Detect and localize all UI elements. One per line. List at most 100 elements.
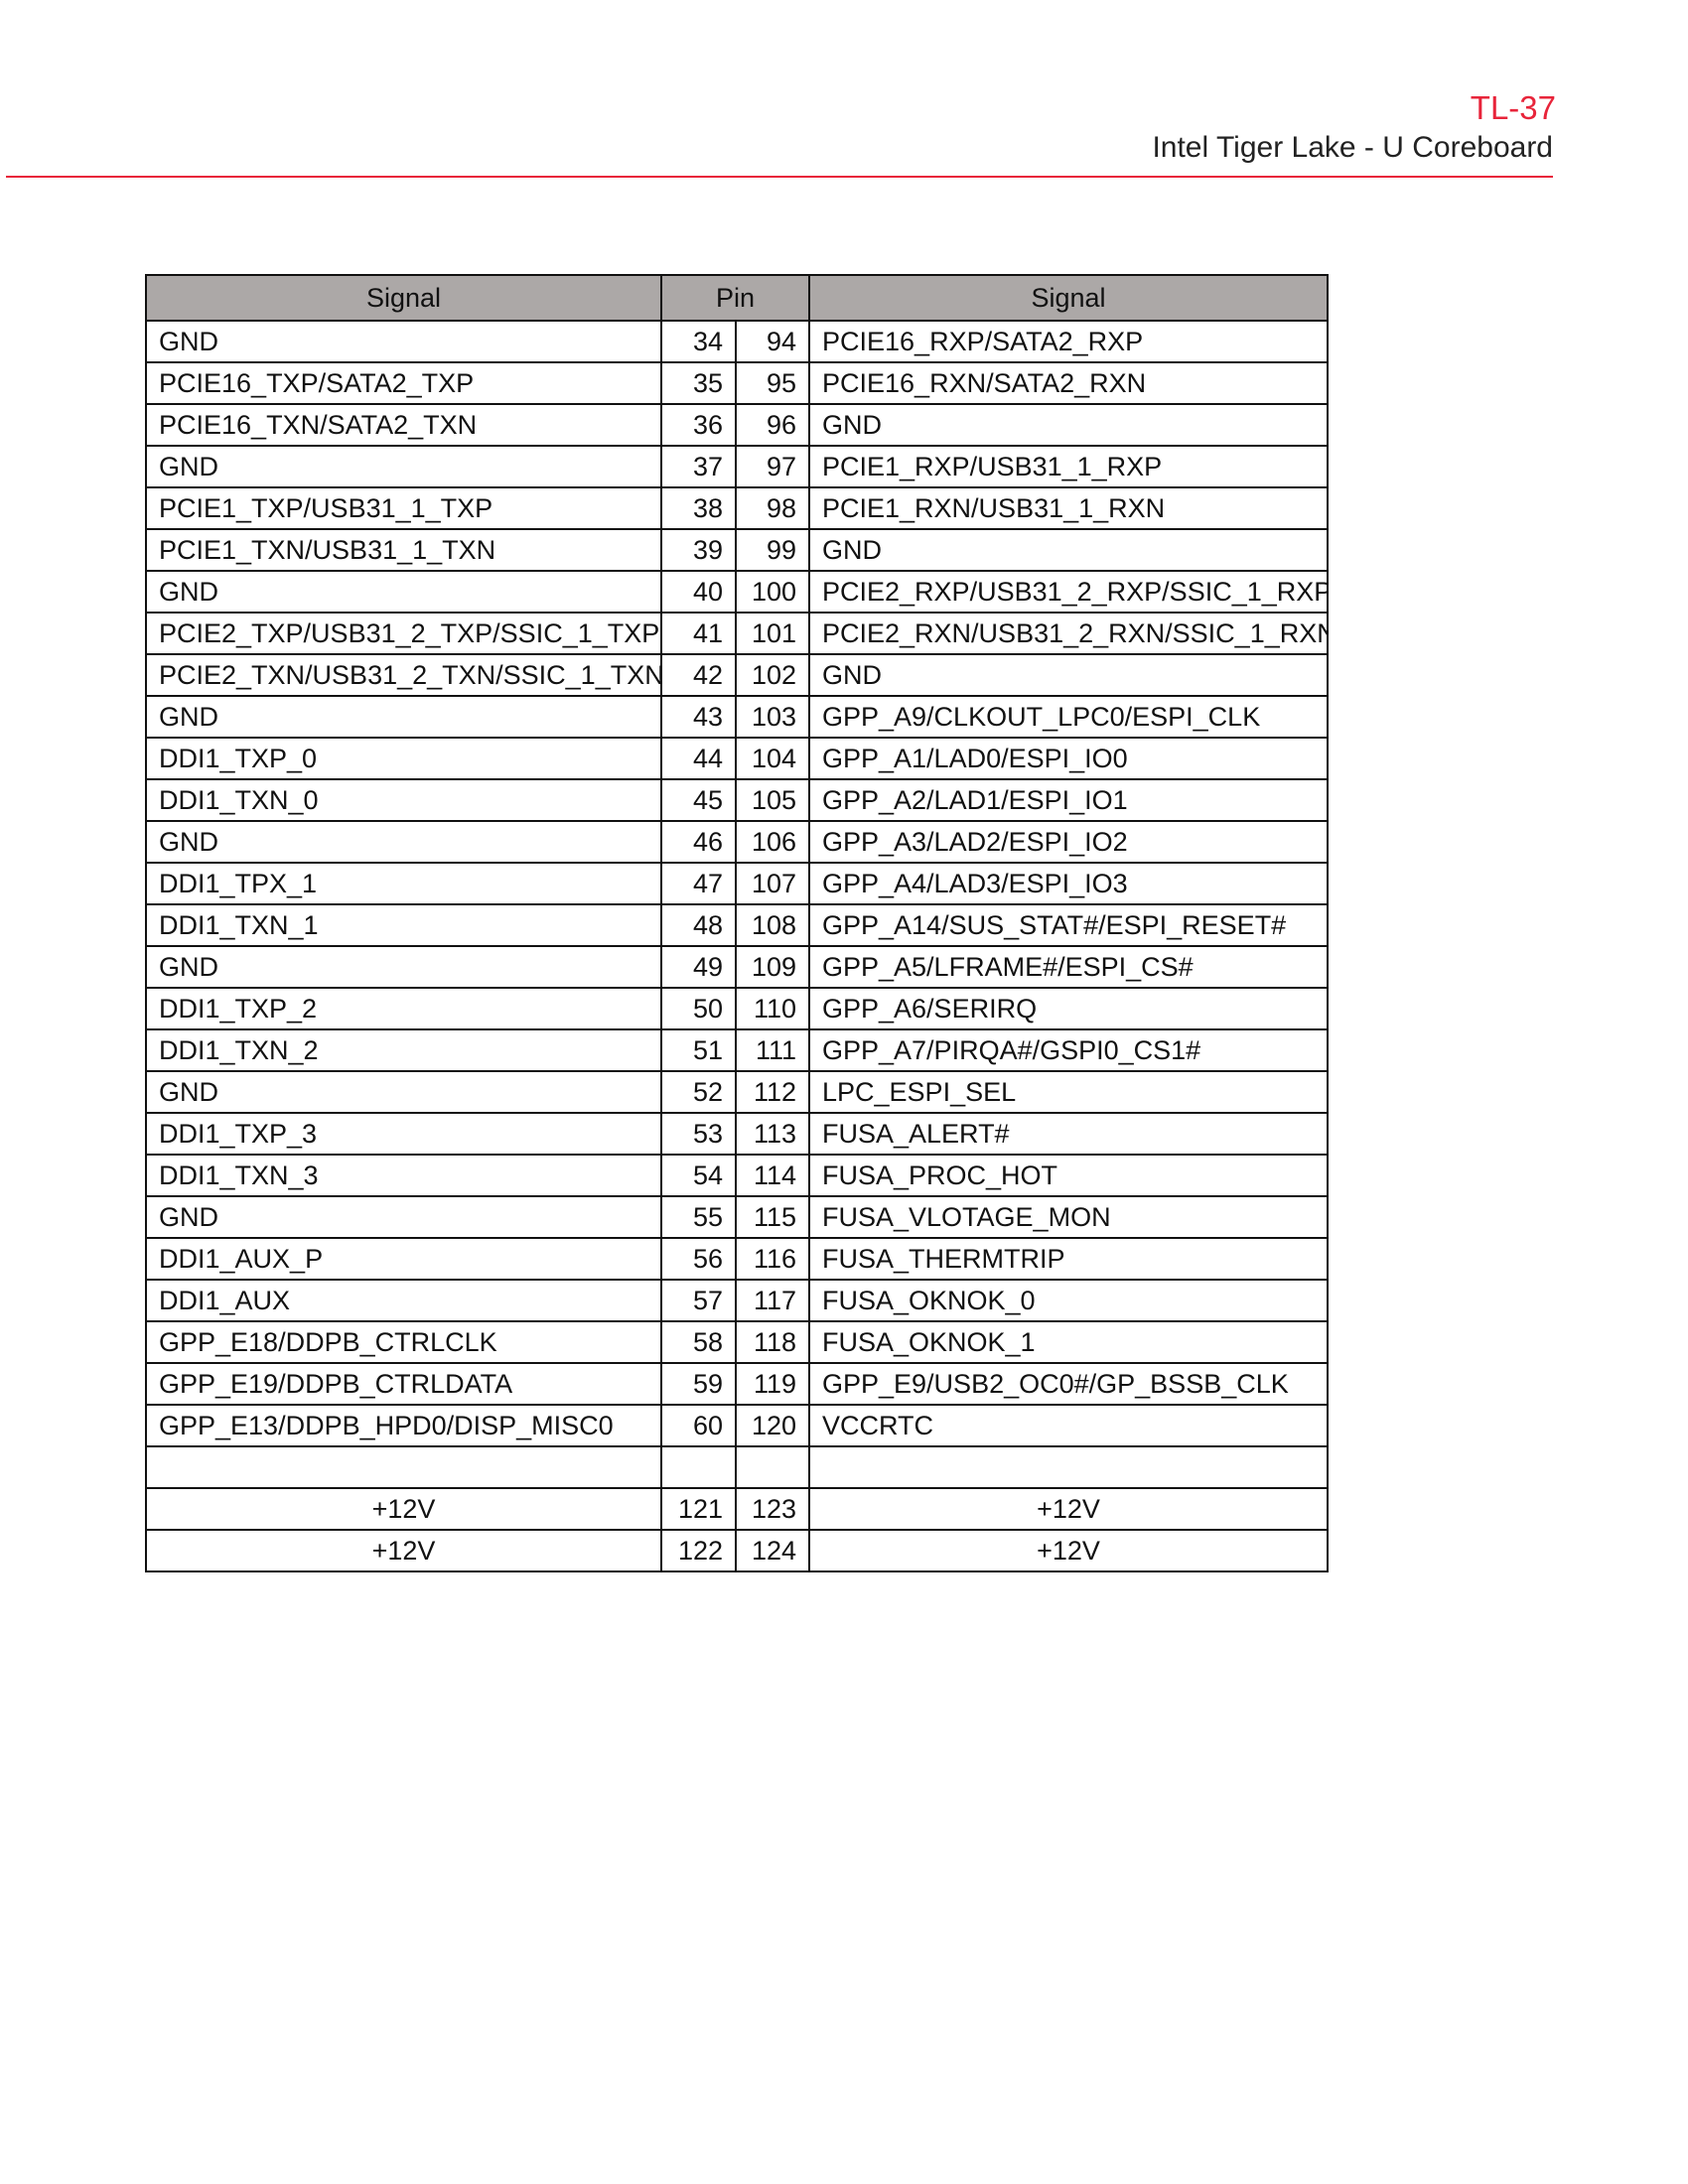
pin-a-cell: 44 (660, 737, 737, 780)
pin-a-cell: 56 (660, 1237, 737, 1281)
pin-a-cell: 38 (660, 486, 737, 530)
signal-left-cell: DDI1_TXN_3 (145, 1154, 662, 1197)
table-row: DDI1_TXN_0 45 105 GPP_A2/LAD1/ESPI_IO1 (145, 778, 1329, 822)
table-row: DDI1_TXN_1 48 108 GPP_A14/SUS_STAT#/ESPI_RE… (145, 903, 1329, 947)
pinout-table: Signal Pin Signal GND 34 94 PCIE16_RXP/SATA… (145, 274, 1329, 1572)
pin-a-cell: 60 (660, 1404, 737, 1447)
signal-left-cell: PCIE16_TXP/SATA2_TXP (145, 361, 662, 405)
table-row: GND 46 106 GPP_A3/LAD2/ESPI_IO2 (145, 820, 1329, 864)
pin-a-cell: 47 (660, 862, 737, 905)
pin-a-cell: 46 (660, 820, 737, 864)
signal-left-cell: +12V (145, 1487, 662, 1531)
signal-left-cell: GPP_E13/DDPB_HPD0/DISP_MISC0 (145, 1404, 662, 1447)
signal-left-cell: DDI1_TXN_1 (145, 903, 662, 947)
pin-b-cell: 95 (735, 361, 810, 405)
signal-right-cell: GPP_A6/SERIRQ (808, 987, 1329, 1030)
table-row: GND 55 115 FUSA_VLOTAGE_MON (145, 1195, 1329, 1239)
table-row: GND 40 100 PCIE2_RXP/USB31_2_RXP/SSIC_1_RXP (145, 570, 1329, 614)
signal-left-cell: PCIE2_TXP/USB31_2_TXP/SSIC_1_TXP (145, 612, 662, 655)
pin-b-cell: 94 (735, 320, 810, 363)
signal-right-cell: GPP_A9/CLKOUT_LPC0/ESPI_CLK (808, 695, 1329, 739)
pin-b-cell: 96 (735, 403, 810, 447)
signal-left-cell: DDI1_AUX_P (145, 1237, 662, 1281)
signal-left-cell: GPP_E18/DDPB_CTRLCLK (145, 1320, 662, 1364)
signal-right-cell: VCCRTC (808, 1404, 1329, 1447)
pin-a-cell: 54 (660, 1154, 737, 1197)
signal-left-cell: DDI1_TXN_0 (145, 778, 662, 822)
pin-a-cell: 37 (660, 445, 737, 488)
table-row: +12V 121 123 +12V (145, 1487, 1329, 1531)
table-row: DDI1_TPX_1 47 107 GPP_A4/LAD3/ESPI_IO3 (145, 862, 1329, 905)
pin-a-cell: 57 (660, 1279, 737, 1322)
pin-b-cell: 123 (735, 1487, 810, 1531)
table-row: GPP_E19/DDPB_CTRLDATA 59 119 GPP_E9/USB2_OC… (145, 1362, 1329, 1406)
pin-b-cell: 109 (735, 945, 810, 989)
column-header-signal-right: Signal (808, 274, 1329, 322)
pin-b-cell: 107 (735, 862, 810, 905)
pin-a-cell: 51 (660, 1028, 737, 1072)
pin-b-cell: 118 (735, 1320, 810, 1364)
pin-b-cell: 99 (735, 528, 810, 572)
signal-right-cell: FUSA_PROC_HOT (808, 1154, 1329, 1197)
signal-right-cell: +12V (808, 1529, 1329, 1572)
pin-a-cell: 34 (660, 320, 737, 363)
signal-right-cell: GND (808, 653, 1329, 697)
pin-b-cell: 103 (735, 695, 810, 739)
pin-b-cell: 113 (735, 1112, 810, 1156)
pin-b-cell: 115 (735, 1195, 810, 1239)
signal-left-cell: +12V (145, 1529, 662, 1572)
signal-left-cell: GND (145, 570, 662, 614)
signal-left-cell: GND (145, 945, 662, 989)
table-row: GND 49 109 GPP_A5/LFRAME#/ESPI_CS# (145, 945, 1329, 989)
pin-b-cell: 112 (735, 1070, 810, 1114)
pin-b-cell: 117 (735, 1279, 810, 1322)
pin-a-cell: 43 (660, 695, 737, 739)
pin-a-cell: 59 (660, 1362, 737, 1406)
table-row: PCIE1_TXN/USB31_1_TXN 39 99 GND (145, 528, 1329, 572)
signal-right-cell: GPP_A4/LAD3/ESPI_IO3 (808, 862, 1329, 905)
pin-b-cell: 104 (735, 737, 810, 780)
signal-right-cell: GPP_A3/LAD2/ESPI_IO2 (808, 820, 1329, 864)
signal-left-cell: GND (145, 445, 662, 488)
pin-b-cell: 120 (735, 1404, 810, 1447)
signal-right-cell: FUSA_OKNOK_0 (808, 1279, 1329, 1322)
pin-a-cell: 121 (660, 1487, 737, 1531)
pin-b-cell: 110 (735, 987, 810, 1030)
signal-right-cell: GPP_A7/PIRQA#/GSPI0_CS1# (808, 1028, 1329, 1072)
signal-right-cell: PCIE2_RXP/USB31_2_RXP/SSIC_1_RXP (808, 570, 1329, 614)
signal-left-cell: GND (145, 1070, 662, 1114)
table-row: GND 37 97 PCIE1_RXP/USB31_1_RXP (145, 445, 1329, 488)
signal-right-cell (808, 1445, 1329, 1489)
table-row: GND 34 94 PCIE16_RXP/SATA2_RXP (145, 320, 1329, 363)
column-header-pin: Pin (660, 274, 810, 322)
document-code: TL-37 (1470, 89, 1556, 126)
pin-b-cell: 124 (735, 1529, 810, 1572)
signal-right-cell: PCIE2_RXN/USB31_2_RXN/SSIC_1_RXN (808, 612, 1329, 655)
pin-b-cell: 101 (735, 612, 810, 655)
signal-left-cell: DDI1_TXP_3 (145, 1112, 662, 1156)
pin-b-cell: 108 (735, 903, 810, 947)
table-row: GND 43 103 GPP_A9/CLKOUT_LPC0/ESPI_CLK (145, 695, 1329, 739)
signal-right-cell: GND (808, 403, 1329, 447)
signal-left-cell: DDI1_AUX (145, 1279, 662, 1322)
signal-left-cell: GND (145, 320, 662, 363)
pin-a-cell: 55 (660, 1195, 737, 1239)
signal-right-cell: PCIE1_RXN/USB31_1_RXN (808, 486, 1329, 530)
pin-b-cell: 114 (735, 1154, 810, 1197)
pin-a-cell: 48 (660, 903, 737, 947)
table-row: GND 52 112 LPC_ESPI_SEL (145, 1070, 1329, 1114)
pin-a-cell (660, 1445, 737, 1489)
pin-a-cell: 49 (660, 945, 737, 989)
table-row: DDI1_TXN_2 51 111 GPP_A7/PIRQA#/GSPI0_CS1# (145, 1028, 1329, 1072)
signal-left-cell: PCIE1_TXP/USB31_1_TXP (145, 486, 662, 530)
pin-b-cell: 111 (735, 1028, 810, 1072)
table-row: DDI1_TXP_2 50 110 GPP_A6/SERIRQ (145, 987, 1329, 1030)
table-row: DDI1_AUX_P 56 116 FUSA_THERMTRIP (145, 1237, 1329, 1281)
signal-left-cell: GND (145, 695, 662, 739)
column-header-signal-left: Signal (145, 274, 662, 322)
signal-left-cell: PCIE1_TXN/USB31_1_TXN (145, 528, 662, 572)
table-row: GPP_E18/DDPB_CTRLCLK 58 118 FUSA_OKNOK_1 (145, 1320, 1329, 1364)
pin-b-cell: 106 (735, 820, 810, 864)
table-row: PCIE2_TXP/USB31_2_TXP/SSIC_1_TXP 41 101 PCI… (145, 612, 1329, 655)
pin-a-cell: 53 (660, 1112, 737, 1156)
